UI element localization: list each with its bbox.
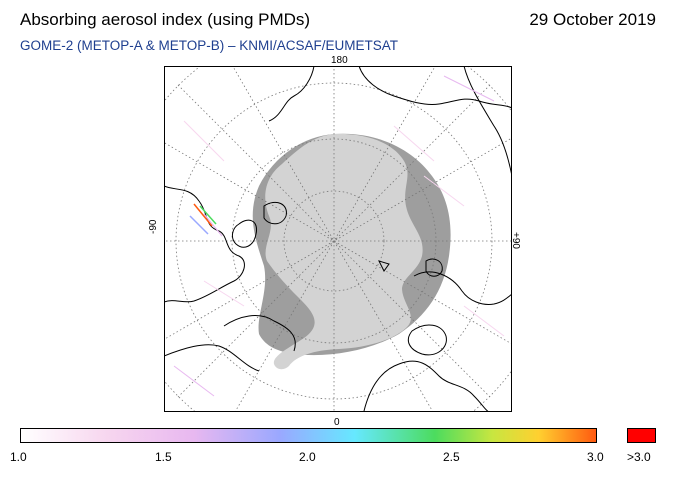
longitude-label-top: 180 (331, 55, 348, 66)
colorbar-overflow-swatch (627, 428, 656, 443)
longitude-label-left: -90 (148, 219, 159, 234)
colorbar-overflow-label: >3.0 (627, 450, 651, 464)
colorbar-tick: 2.0 (299, 450, 316, 464)
colorbar-tick: 2.5 (443, 450, 460, 464)
colorbar-tick: 1.0 (10, 450, 27, 464)
colorbar (20, 428, 597, 443)
map-frame (164, 66, 512, 412)
map-date: 29 October 2019 (529, 10, 656, 29)
graticule (164, 66, 512, 412)
longitude-label-bottom: 0 (334, 417, 340, 428)
colorbar-tick: 1.5 (155, 450, 172, 464)
polar-map (164, 66, 512, 412)
map-title: Absorbing aerosol index (using PMDs) (20, 10, 311, 29)
colorbar-tick: 3.0 (587, 450, 604, 464)
map-subtitle: GOME-2 (METOP-A & METOP-B) – KNMI/ACSAF/… (20, 38, 399, 53)
coastlines (164, 66, 512, 412)
no-data-region-light (265, 133, 423, 370)
aerosol-signal (173, 75, 505, 397)
